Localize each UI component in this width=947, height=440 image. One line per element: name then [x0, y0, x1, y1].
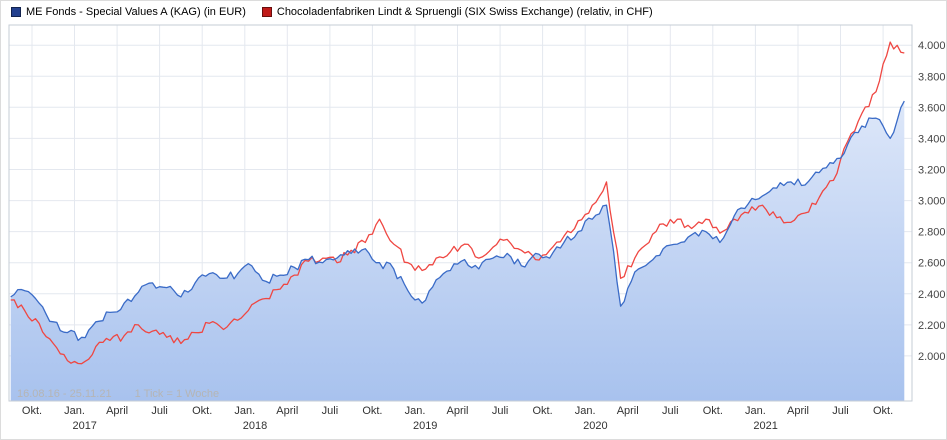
- y-tick-label: 2.000: [918, 351, 946, 363]
- me-fonds-area: [10, 101, 905, 401]
- x-tick-label: Juli: [322, 405, 339, 417]
- legend-label-me-fonds: ME Fonds - Special Values A (KAG) (in EU…: [26, 6, 246, 18]
- x-tick-label: Juli: [662, 405, 679, 417]
- x-tick-label: Jan.: [64, 405, 85, 417]
- y-tick-label: 3.200: [918, 165, 946, 177]
- x-tick-label: April: [446, 405, 468, 417]
- plot-border: [8, 24, 913, 402]
- red-square-icon: [261, 7, 272, 17]
- x-tick-label: Juli: [151, 405, 168, 417]
- year-label: 2017: [72, 420, 96, 432]
- y-tick-label: 3.800: [918, 71, 946, 83]
- year-label: 2021: [753, 420, 777, 432]
- year-label: 2019: [413, 420, 437, 432]
- x-tick-label: April: [276, 405, 298, 417]
- x-tick-label: Jan.: [234, 405, 255, 417]
- legend-item-lindt: Chocoladenfabriken Lindt & Spruengli (SI…: [261, 6, 653, 18]
- x-tick-label: April: [787, 405, 809, 417]
- x-tick-label: Okt.: [22, 405, 42, 417]
- year-label: 2020: [583, 420, 607, 432]
- date-range-label: 16.08.16 - 25.11.21: [17, 388, 112, 400]
- year-label: 2018: [243, 420, 267, 432]
- y-tick-label: 3.000: [918, 196, 946, 208]
- x-tick-label: Okt.: [192, 405, 212, 417]
- y-tick-label: 3.400: [918, 133, 946, 145]
- x-tick-label: Jan.: [575, 405, 596, 417]
- y-tick-label: 2.200: [918, 320, 946, 332]
- chart-footer-note: 16.08.16 - 25.11.21 1 Tick = 1 Woche: [17, 388, 219, 400]
- x-tick-label: Jan.: [745, 405, 766, 417]
- x-tick-label: Okt.: [362, 405, 382, 417]
- legend-item-me-fonds: ME Fonds - Special Values A (KAG) (in EU…: [11, 6, 246, 18]
- blue-square-icon: [11, 7, 21, 17]
- me-fonds-line: [10, 100, 905, 342]
- x-tick-label: Okt.: [533, 405, 553, 417]
- x-tick-label: April: [617, 405, 639, 417]
- lindt-line: [10, 41, 905, 365]
- tick-info-label: 1 Tick = 1 Woche: [134, 388, 220, 400]
- x-tick-label: Okt.: [873, 405, 893, 417]
- y-tick-label: 2.400: [918, 289, 946, 301]
- x-tick-label: Jan.: [405, 405, 426, 417]
- y-tick-label: 3.600: [918, 102, 946, 114]
- x-tick-label: Juli: [832, 405, 849, 417]
- y-tick-label: 2.600: [918, 258, 946, 270]
- y-tick-label: 4.000: [918, 40, 946, 52]
- y-tick-label: 2.800: [918, 227, 946, 239]
- x-tick-label: April: [106, 405, 128, 417]
- x-tick-label: Juli: [492, 405, 509, 417]
- legend-label-lindt: Chocoladenfabriken Lindt & Spruengli (SI…: [276, 6, 653, 18]
- chart-legend: ME Fonds - Special Values A (KAG) (in EU…: [11, 6, 653, 18]
- x-tick-label: Okt.: [703, 405, 723, 417]
